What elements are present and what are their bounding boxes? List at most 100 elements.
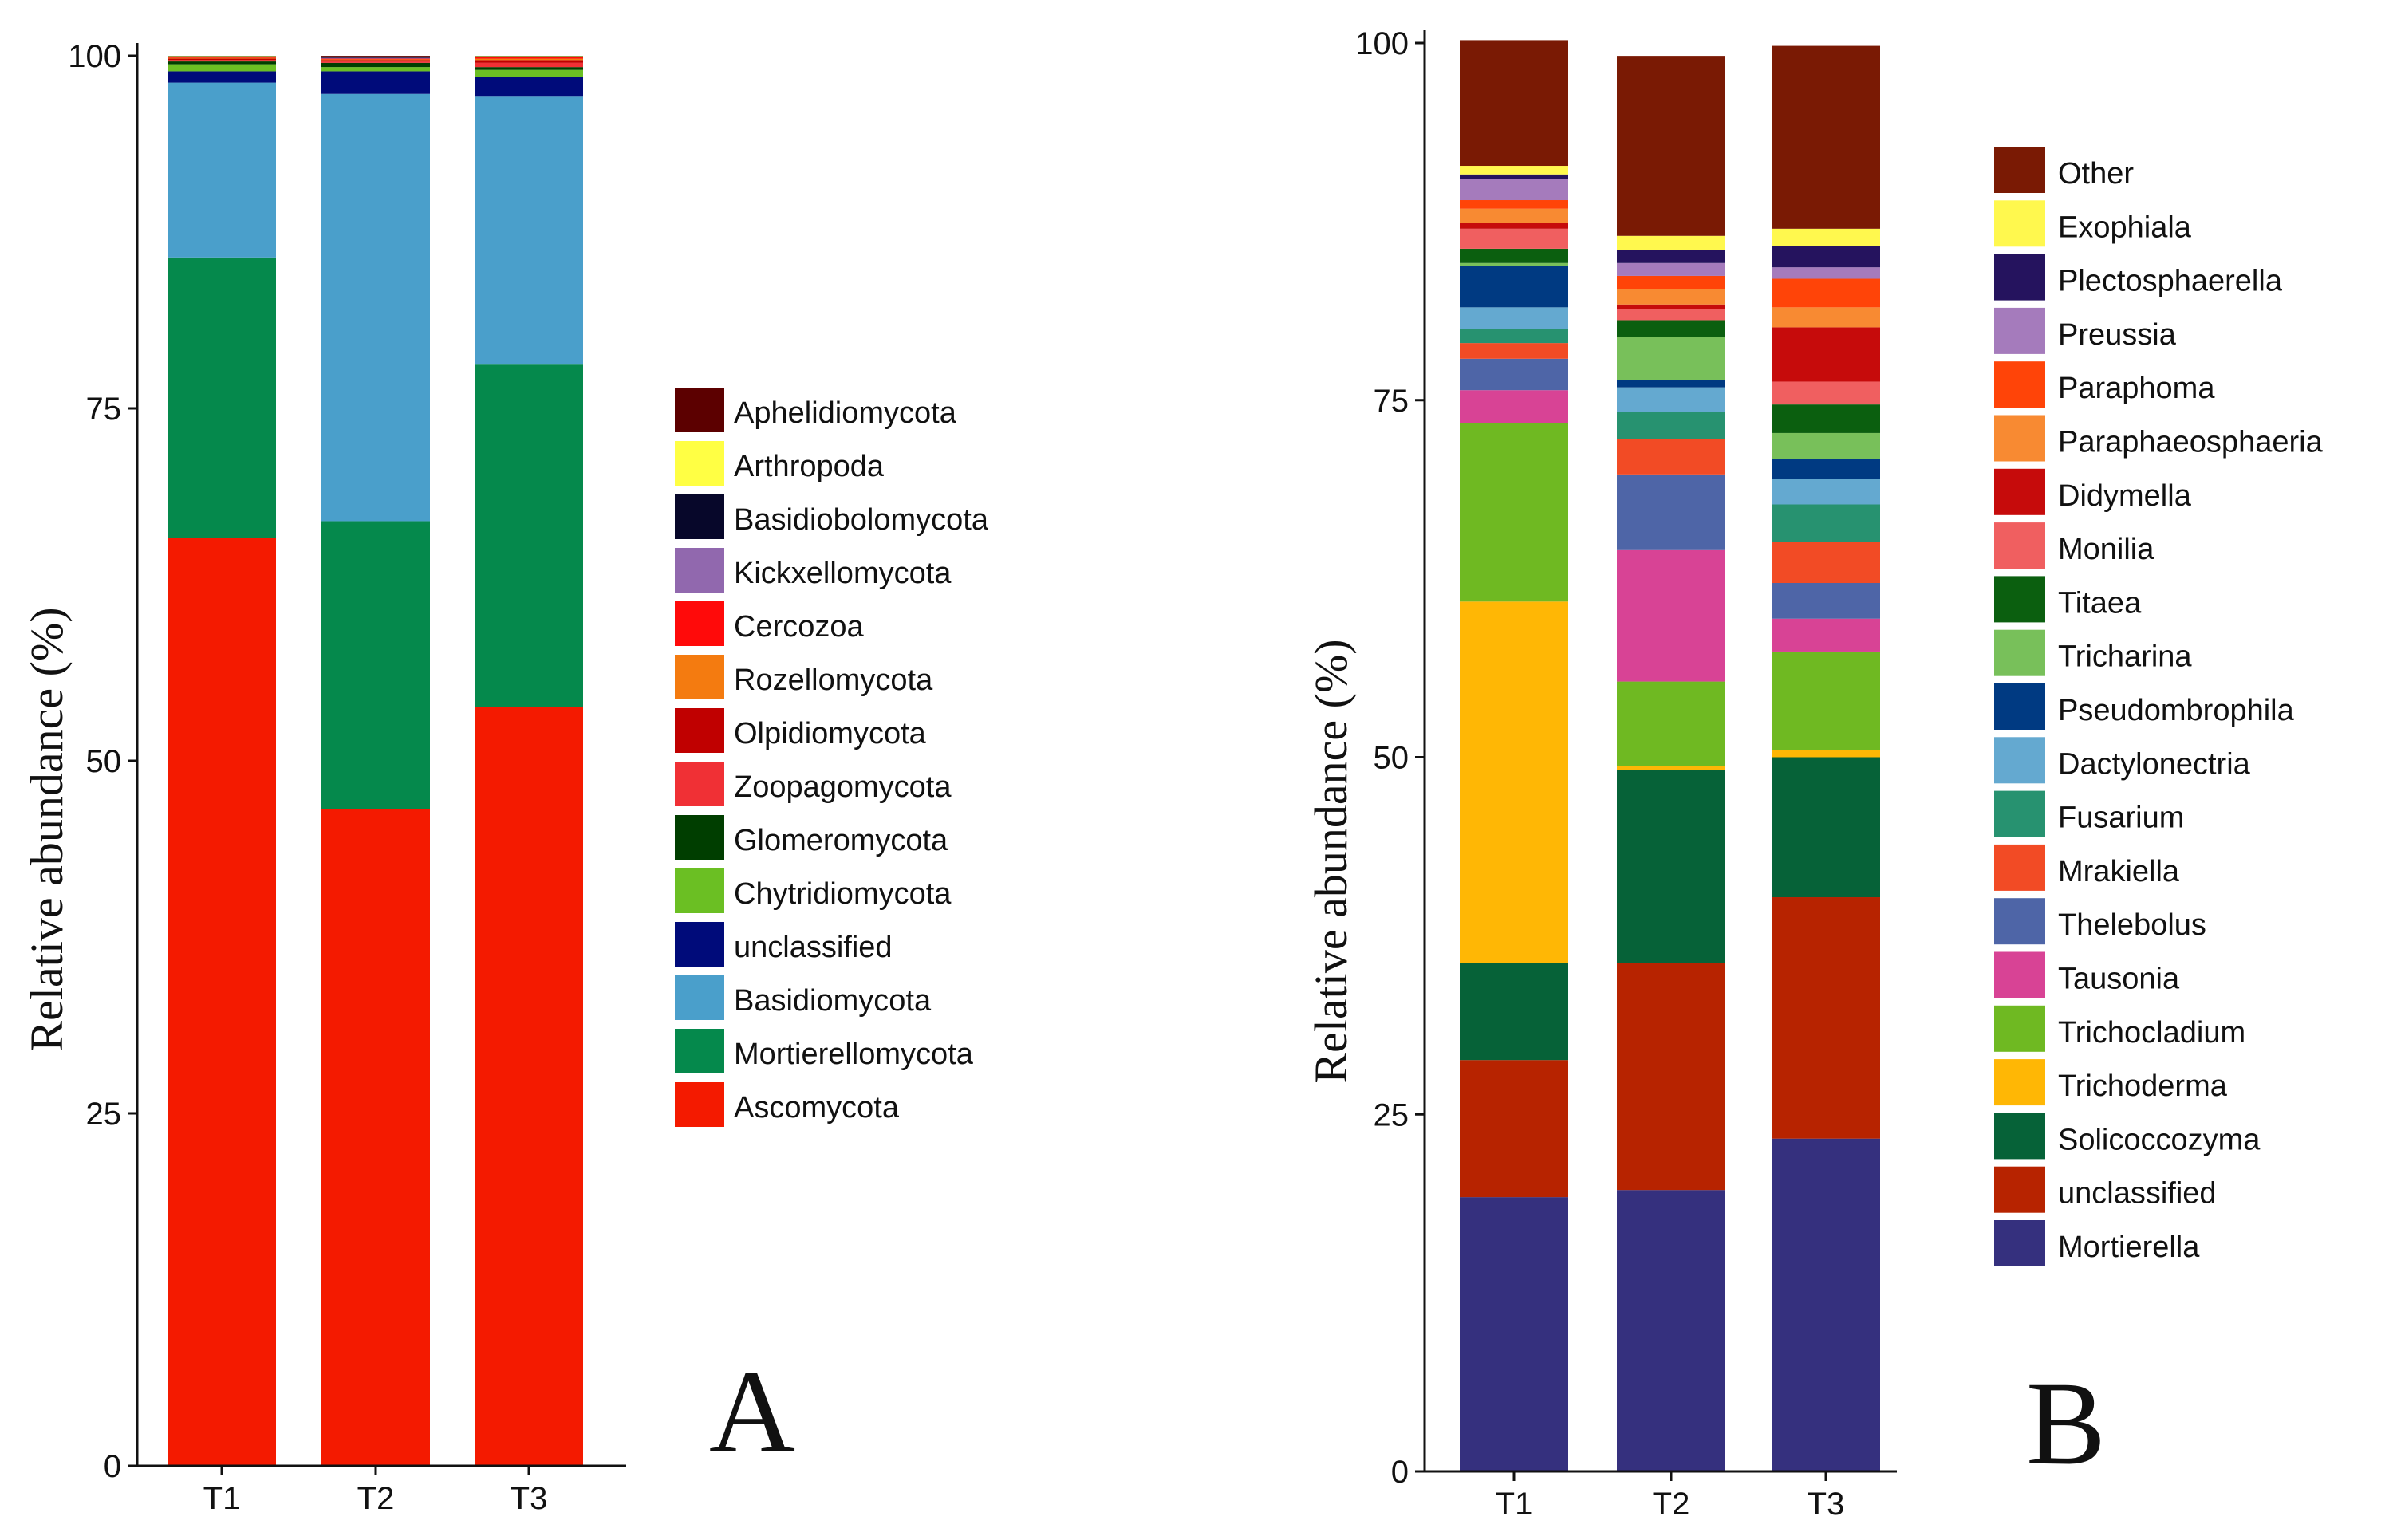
- bar-segment-t2-paraphaeosphaeria: [1617, 289, 1725, 305]
- bar-segment-t2-kickxellomycota: [321, 57, 430, 59]
- legend-swatch: [1994, 683, 2045, 730]
- bar-segment-t3-preussia: [1772, 267, 1880, 279]
- legend-item-solicoccozyma: Solicoccozyma: [1994, 1113, 2261, 1160]
- bar-segment-t1-trichoderma: [1460, 601, 1568, 963]
- legend-swatch: [1994, 951, 2045, 998]
- chart-panel-b: 0 25 50 75 100 T1 T2 T3 Relative abundance (%)…: [1305, 26, 2324, 1522]
- legend-item-fusarium: Fusarium: [1994, 790, 2184, 837]
- legend-item-glomeromycota: Glomeromycota: [675, 815, 948, 860]
- bar-segment-t2-aphelidiomycota: [321, 56, 430, 57]
- legend-swatch: [1994, 1220, 2045, 1266]
- bar-segment-t1-paraphaeosphaeria: [1460, 208, 1568, 223]
- legend-item-zoopagomycota: Zoopagomycota: [675, 762, 952, 806]
- legend-label: Plectosphaerella: [2058, 265, 2283, 298]
- bar-segment-t2-basidiobolomycota: [321, 57, 430, 58]
- legend-swatch: [1994, 1166, 2045, 1213]
- legend-item-plectosphaerella: Plectosphaerella: [1994, 254, 2283, 301]
- legend-item-other: Other: [1994, 147, 2134, 193]
- legend-swatch: [1994, 415, 2045, 462]
- legend-swatch: [675, 1082, 724, 1127]
- legend-label: Paraphaeosphaeria: [2058, 426, 2324, 459]
- legend-item-dactylonectria: Dactylonectria: [1994, 737, 2251, 784]
- y-axis-title: Relative abundance (%): [21, 607, 73, 1051]
- bar-segment-t1-dactylonectria: [1460, 307, 1568, 329]
- bar-segment-t3-tausonia: [1772, 618, 1880, 652]
- legend-label: Solicoccozyma: [2058, 1123, 2261, 1156]
- legend-label: Aphelidiomycota: [734, 396, 957, 430]
- legend-item-ascomycota: Ascomycota: [675, 1082, 900, 1127]
- y-tick-label: 75: [86, 392, 122, 427]
- legend-label: Paraphoma: [2058, 372, 2215, 405]
- legend-item-exophiala: Exophiala: [1994, 200, 2192, 247]
- bar-segment-t1-unclassified: [168, 71, 276, 83]
- legend-label: Dactylonectria: [2058, 747, 2251, 781]
- bar-segment-t3-mrakiella: [1772, 542, 1880, 583]
- bar-segment-t1-preussia: [1460, 179, 1568, 201]
- bar-segment-t3-unclassified: [475, 77, 583, 97]
- x-axis: T1 T2 T3: [137, 1464, 626, 1516]
- bar-segment-t1-exophiala: [1460, 166, 1568, 175]
- bar-segment-t2-preussia: [1617, 262, 1725, 276]
- bar-segment-t3-glomeromycota: [475, 67, 583, 70]
- bars-group: [168, 56, 583, 1466]
- bar-segment-t3-rozellomycota: [475, 58, 583, 61]
- bar-segment-t2-exophiala: [1617, 235, 1725, 250]
- bar-segment-t1-chytridiomycota: [168, 64, 276, 72]
- y-tick-label: 100: [1355, 26, 1409, 61]
- legend-item-mortierellomycota: Mortierellomycota: [675, 1029, 974, 1073]
- bar-segment-t2-didymella: [1617, 304, 1725, 309]
- bar-segment-t3-monilia: [1772, 381, 1880, 405]
- legend-item-aphelidiomycota: Aphelidiomycota: [675, 388, 957, 432]
- legend-swatch: [1994, 898, 2045, 945]
- legend-label: Mortierella: [2058, 1231, 2200, 1264]
- legend-label: Exophiala: [2058, 211, 2192, 244]
- bar-segment-t2-chytridiomycota: [321, 67, 430, 72]
- legend-swatch: [1994, 737, 2045, 784]
- bar-segment-t2-pseudombrophila: [1617, 380, 1725, 388]
- legend-swatch: [675, 388, 724, 432]
- legend-swatch: [675, 548, 724, 593]
- bar-segment-t2-plectosphaerella: [1617, 250, 1725, 263]
- bar-segment-t3-trichocladium: [1772, 651, 1880, 750]
- legend-swatch: [1994, 629, 2045, 676]
- legend-swatch: [1994, 1005, 2045, 1052]
- legend-item-didymella: Didymella: [1994, 468, 2192, 515]
- legend-label: Fusarium: [2058, 802, 2184, 835]
- legend-item-trichoderma: Trichoderma: [1994, 1059, 2228, 1106]
- x-axis: T1 T2 T3: [1425, 1470, 1897, 1522]
- legend-item-paraphoma: Paraphoma: [1994, 361, 2215, 408]
- legend-swatch: [1994, 576, 2045, 623]
- bar-segment-t1-other: [1460, 40, 1568, 167]
- y-axis: 0 25 50 75 100: [1355, 26, 1426, 1490]
- legend-item-arthropoda: Arthropoda: [675, 441, 885, 486]
- legend-swatch: [1994, 147, 2045, 193]
- y-axis-title: Relative abundance (%): [1305, 639, 1357, 1083]
- bar-segment-t2-titaea: [1617, 320, 1725, 337]
- bar-segment-t1-basidiobolomycota: [168, 56, 276, 57]
- legend-swatch: [675, 655, 724, 699]
- bar-segment-t2-dactylonectria: [1617, 387, 1725, 412]
- legend-item-trichocladium: Trichocladium: [1994, 1005, 2245, 1052]
- legend-swatch: [1994, 254, 2045, 301]
- bar-segment-t3-olpidiomycota: [475, 60, 583, 63]
- bar-segment-t2-solicoccozyma: [1617, 770, 1725, 963]
- bar-segment-t3-trichoderma: [1772, 750, 1880, 758]
- legend-item-kickxellomycota: Kickxellomycota: [675, 548, 952, 593]
- bar-segment-t3-dactylonectria: [1772, 479, 1880, 505]
- y-tick-label: 0: [104, 1449, 121, 1484]
- bar-segment-t3-cercozoa: [475, 57, 583, 59]
- legend-label: Cercozoa: [734, 610, 864, 644]
- legend-item-titaea: Titaea: [1994, 576, 2142, 623]
- legend-swatch: [675, 494, 724, 539]
- bar-segment-t3-mortierella: [1772, 1138, 1880, 1471]
- bar-segment-t3-didymella: [1772, 327, 1880, 382]
- legend-item-pseudombrophila: Pseudombrophila: [1994, 683, 2295, 730]
- legend-swatch: [675, 922, 724, 967]
- legend-label: Titaea: [2058, 586, 2142, 620]
- bar-segment-t3-basidiomycota: [475, 96, 583, 365]
- bar-segment-t2-tricharina: [1617, 337, 1725, 380]
- legend-swatch: [1994, 1059, 2045, 1106]
- legend-item-mrakiella: Mrakiella: [1994, 844, 2180, 891]
- legend-item-basidiomycota: Basidiomycota: [675, 975, 932, 1020]
- legend-label: Preussia: [2058, 318, 2177, 352]
